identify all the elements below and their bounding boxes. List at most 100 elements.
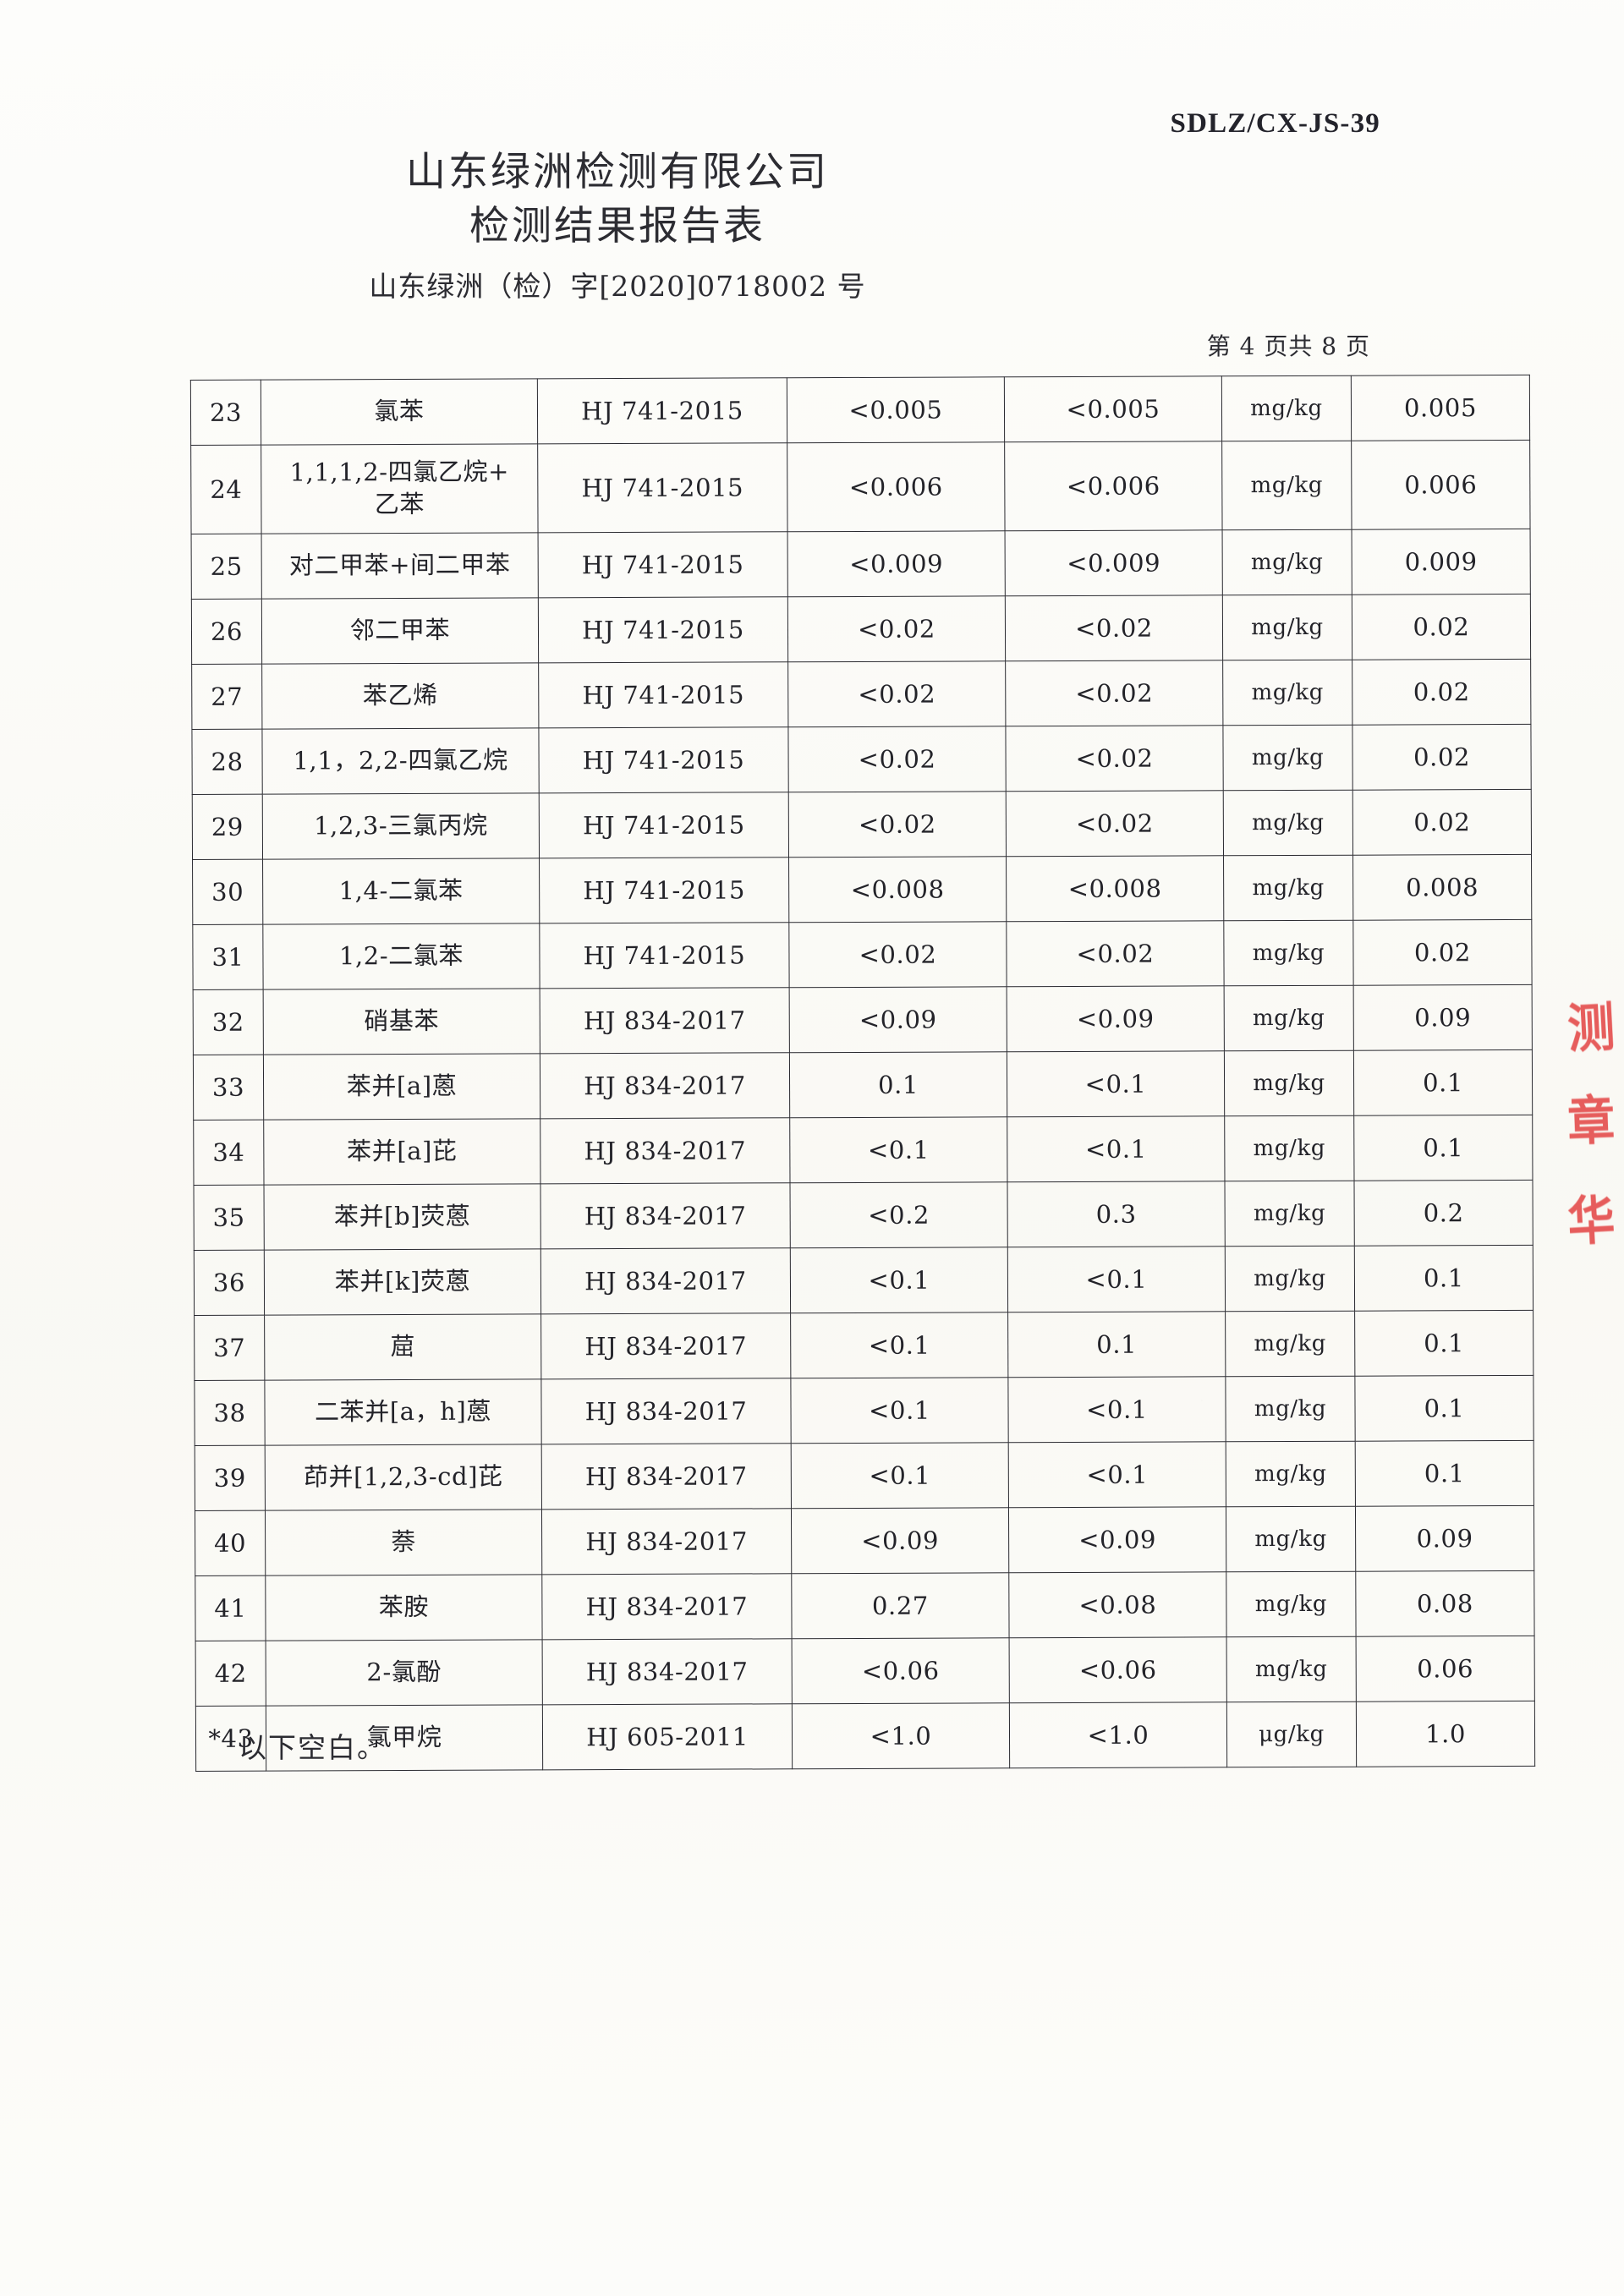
table-row: 40 萘 HJ 834-2017 <0.09 <0.09 mg/kg 0.09 bbox=[195, 1505, 1534, 1576]
cell-result-1: <0.09 bbox=[791, 1507, 1009, 1574]
cell-serial-number: 42 bbox=[195, 1641, 266, 1707]
cell-method-standard: HJ 834-2017 bbox=[540, 1378, 792, 1444]
cell-serial-number: 36 bbox=[194, 1250, 265, 1316]
cell-unit: μg/kg bbox=[1226, 1701, 1357, 1767]
cell-detection-limit: 0.02 bbox=[1352, 724, 1532, 791]
cell-result-2: <0.009 bbox=[1005, 529, 1223, 596]
cell-analyte-name: 氯苯 bbox=[261, 378, 538, 446]
cell-result-2: <1.0 bbox=[1009, 1701, 1227, 1768]
cell-method-standard: HJ 741-2015 bbox=[538, 726, 789, 793]
cell-result-2: <0.008 bbox=[1006, 855, 1224, 922]
cell-analyte-name: 1,2-二氯苯 bbox=[262, 923, 540, 990]
cell-detection-limit: 0.02 bbox=[1352, 919, 1533, 986]
cell-method-standard: HJ 834-2017 bbox=[541, 1573, 793, 1640]
cell-serial-number: 38 bbox=[194, 1380, 266, 1446]
blank-below-note: 以下空白。 bbox=[239, 1731, 387, 1764]
cell-detection-limit: 0.09 bbox=[1355, 1505, 1534, 1572]
seal-char-1: 测 bbox=[1566, 995, 1617, 1060]
cell-serial-number: 28 bbox=[191, 729, 263, 795]
cell-unit: mg/kg bbox=[1222, 660, 1352, 726]
cell-method-standard: HJ 741-2015 bbox=[539, 922, 790, 989]
cell-analyte-name: 邻二甲苯 bbox=[261, 597, 539, 665]
red-seal-fragment: 测 章 华 bbox=[1566, 977, 1624, 1269]
table-row: 23 氯苯 HJ 741-2015 <0.005 <0.005 mg/kg 0.005 bbox=[190, 375, 1530, 446]
cell-detection-limit: 0.09 bbox=[1353, 984, 1533, 1051]
cell-result-2: <0.005 bbox=[1004, 375, 1222, 442]
cell-unit: mg/kg bbox=[1221, 441, 1352, 530]
seal-char-2: 章 bbox=[1566, 1089, 1616, 1153]
report-number: 山东绿洲（检）字[2020]0718002 号 bbox=[369, 270, 866, 304]
results-table-container: 23 氯苯 HJ 741-2015 <0.005 <0.005 mg/kg 0.005 24 1… bbox=[190, 375, 1535, 1772]
cell-detection-limit: 0.1 bbox=[1354, 1375, 1534, 1442]
cell-detection-limit: 0.009 bbox=[1352, 529, 1531, 595]
cell-result-2: 0.1 bbox=[1007, 1311, 1226, 1378]
cell-analyte-name: 苯并[a]蒽 bbox=[263, 1053, 540, 1121]
cell-unit: mg/kg bbox=[1226, 1441, 1356, 1507]
cell-unit: mg/kg bbox=[1226, 1636, 1357, 1702]
cell-serial-number: 40 bbox=[195, 1510, 266, 1576]
cell-result-2: <0.006 bbox=[1004, 441, 1223, 531]
cell-analyte-name: 萘 bbox=[265, 1509, 542, 1576]
cell-analyte-name: 1,1，2,2-四氯乙烷 bbox=[261, 727, 540, 795]
cell-result-1: <0.06 bbox=[792, 1637, 1010, 1704]
cell-result-1: <0.005 bbox=[787, 376, 1005, 443]
table-row: 28 1,1，2,2-四氯乙烷 HJ 741-2015 <0.02 <0.02 mg/kg… bbox=[191, 724, 1532, 795]
table-row: 42 2-氯酚 HJ 834-2017 <0.06 <0.06 mg/kg 0.06 bbox=[195, 1636, 1535, 1707]
cell-analyte-name: 二苯并[a，h]蒽 bbox=[264, 1378, 542, 1446]
cell-detection-limit: 1.0 bbox=[1356, 1701, 1535, 1767]
report-title: 检测结果报告表 bbox=[469, 203, 765, 250]
cell-detection-limit: 0.006 bbox=[1351, 440, 1531, 530]
cell-serial-number: 31 bbox=[192, 924, 264, 990]
cell-result-1: <0.1 bbox=[790, 1312, 1008, 1378]
cell-detection-limit: 0.02 bbox=[1352, 659, 1531, 726]
cell-result-2: <0.1 bbox=[1007, 1050, 1225, 1117]
results-table: 23 氯苯 HJ 741-2015 <0.005 <0.005 mg/kg 0.005 24 1… bbox=[190, 375, 1535, 1772]
title-block: 山东绿洲检测有限公司 检测结果报告表 山东绿洲（检）字[2020]0718002… bbox=[0, 148, 1235, 304]
table-row: 38 二苯并[a，h]蒽 HJ 834-2017 <0.1 <0.1 mg/kg 0.1 bbox=[194, 1375, 1534, 1446]
cell-serial-number: 26 bbox=[191, 599, 262, 665]
cell-result-2: <0.1 bbox=[1007, 1246, 1226, 1312]
table-row: 27 苯乙烯 HJ 741-2015 <0.02 <0.02 mg/kg 0.02 bbox=[191, 659, 1531, 730]
cell-result-1: <0.02 bbox=[787, 660, 1006, 727]
cell-method-standard: HJ 741-2015 bbox=[538, 661, 788, 728]
cell-serial-number: 25 bbox=[191, 534, 262, 600]
cell-analyte-name: 苯乙烯 bbox=[261, 662, 539, 730]
cell-unit: mg/kg bbox=[1224, 985, 1354, 1051]
cell-analyte-name: 苯并[b]荧蒽 bbox=[264, 1183, 541, 1251]
cell-serial-number: 30 bbox=[192, 859, 263, 925]
cell-analyte-name: 2-氯酚 bbox=[266, 1639, 543, 1707]
cell-serial-number: 34 bbox=[193, 1120, 265, 1186]
cell-analyte-name: 1,4-二氯苯 bbox=[262, 858, 540, 925]
cell-method-standard: HJ 741-2015 bbox=[539, 792, 789, 858]
document-code: SDLZ/CX-JS-39 bbox=[1170, 108, 1380, 139]
cell-analyte-name: 茚并[1,2,3-cd]芘 bbox=[265, 1444, 542, 1511]
cell-analyte-name: 䓛 bbox=[264, 1313, 541, 1381]
table-row: 35 苯并[b]荧蒽 HJ 834-2017 <0.2 0.3 mg/kg 0.2 bbox=[194, 1180, 1533, 1251]
table-row: 25 对二甲苯+间二甲苯 HJ 741-2015 <0.009 <0.009 mg/kg 0… bbox=[191, 529, 1531, 600]
cell-result-2: <0.1 bbox=[1008, 1441, 1226, 1508]
cell-detection-limit: 0.2 bbox=[1353, 1180, 1533, 1247]
cell-result-2: <0.02 bbox=[1005, 725, 1224, 792]
cell-method-standard: HJ 834-2017 bbox=[541, 1508, 792, 1575]
cell-method-standard: HJ 834-2017 bbox=[540, 1117, 790, 1184]
cell-method-standard: HJ 741-2015 bbox=[537, 442, 788, 533]
cell-detection-limit: 0.1 bbox=[1353, 1115, 1533, 1181]
cell-result-1: <0.02 bbox=[787, 595, 1006, 662]
cell-method-standard: HJ 834-2017 bbox=[541, 1443, 792, 1510]
cell-unit: mg/kg bbox=[1223, 855, 1353, 921]
cell-detection-limit: 0.005 bbox=[1351, 375, 1530, 441]
cell-unit: mg/kg bbox=[1226, 1571, 1357, 1637]
cell-detection-limit: 0.1 bbox=[1355, 1440, 1534, 1507]
cell-method-standard: HJ 741-2015 bbox=[538, 531, 788, 598]
cell-analyte-name: 1,2,3-三氯丙烷 bbox=[262, 792, 540, 860]
cell-unit: mg/kg bbox=[1222, 529, 1352, 595]
cell-method-standard: HJ 834-2017 bbox=[540, 1312, 791, 1379]
table-row: 26 邻二甲苯 HJ 741-2015 <0.02 <0.02 mg/kg 0.02 bbox=[191, 594, 1531, 665]
table-row: 41 苯胺 HJ 834-2017 0.27 <0.08 mg/kg 0.08 bbox=[195, 1570, 1535, 1641]
cell-serial-number: 35 bbox=[194, 1185, 265, 1251]
cell-serial-number: 32 bbox=[193, 989, 264, 1055]
cell-detection-limit: 0.02 bbox=[1352, 594, 1531, 660]
table-row: 33 苯并[a]蒽 HJ 834-2017 0.1 <0.1 mg/kg 0.1 bbox=[193, 1049, 1533, 1121]
table-row: 34 苯并[a]芘 HJ 834-2017 <0.1 <0.1 mg/kg 0.1 bbox=[193, 1115, 1533, 1186]
